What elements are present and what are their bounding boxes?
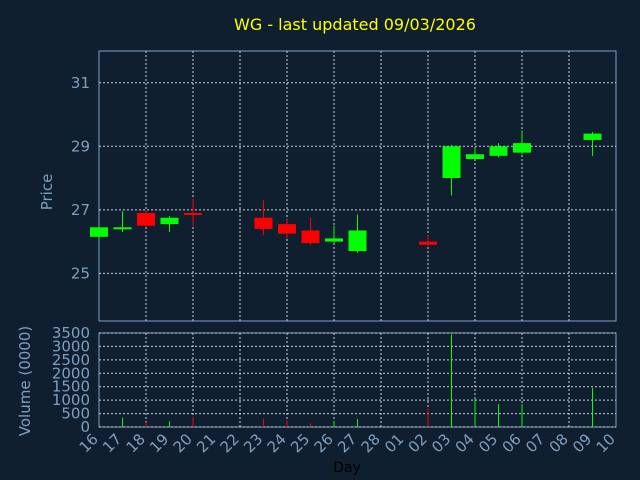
chart-title: WG - last updated 09/03/2026 xyxy=(234,15,476,34)
candle-body xyxy=(254,217,273,229)
price-panel xyxy=(98,50,617,322)
day-tick-label: 19 xyxy=(146,430,172,456)
candles xyxy=(90,130,602,253)
day-tick-label: 24 xyxy=(264,430,290,456)
volume-tick-label: 1000 xyxy=(52,391,90,409)
candle-body xyxy=(489,146,508,156)
day-tick-label: 22 xyxy=(217,430,243,456)
day-tick-label: 02 xyxy=(405,430,431,456)
day-tick-label: 09 xyxy=(569,430,595,456)
price-tick-label: 25 xyxy=(71,264,90,282)
volume-tick-label: 0 xyxy=(80,418,90,436)
day-tick-label: 20 xyxy=(170,430,196,456)
price-tick-labels: 25 27 29 31 xyxy=(71,74,90,283)
volume-bars xyxy=(122,334,593,427)
day-tick-label: 23 xyxy=(240,430,266,456)
price-tick-label: 29 xyxy=(71,137,90,155)
day-tick-label: 28 xyxy=(358,430,384,456)
day-tick-label: 06 xyxy=(499,430,525,456)
day-tick-label: 03 xyxy=(428,430,454,456)
candle-body xyxy=(90,227,108,237)
day-tick-label: 04 xyxy=(452,430,478,456)
volume-tick-label: 3500 xyxy=(52,324,90,342)
day-tick-label: 26 xyxy=(311,430,337,456)
day-tick-label: 18 xyxy=(123,430,149,456)
price-axis-label: Price xyxy=(38,174,56,211)
candle-body xyxy=(419,241,437,245)
price-tick-label: 31 xyxy=(71,74,90,92)
volume-panel xyxy=(98,332,617,428)
candle-body xyxy=(184,213,202,215)
day-tick-label: 10 xyxy=(593,430,619,456)
volume-axis-label: Volume (0000) xyxy=(16,326,34,436)
price-tick-label: 27 xyxy=(71,201,90,219)
volume-tick-label: 1500 xyxy=(52,378,90,396)
candle-body xyxy=(325,238,343,242)
candle-body xyxy=(137,213,155,226)
volume-tick-label: 500 xyxy=(61,405,90,423)
day-tick-label: 01 xyxy=(381,430,407,456)
x-grid xyxy=(145,51,570,427)
x-axis-label: Day xyxy=(333,460,361,476)
candle-body xyxy=(513,143,531,153)
candle-body xyxy=(278,224,296,234)
day-tick-label: 17 xyxy=(99,430,125,456)
candle-body xyxy=(113,227,132,230)
day-tick-label: 21 xyxy=(193,430,219,456)
day-tick-labels: 1617181920212223242526272801020304050607… xyxy=(76,430,619,456)
candle-body xyxy=(442,146,461,179)
volume-tick-label: 3000 xyxy=(52,337,90,355)
candle-body xyxy=(466,154,484,159)
candle-body xyxy=(348,230,367,252)
day-tick-label: 05 xyxy=(475,430,501,456)
volume-tick-label: 2500 xyxy=(52,351,90,369)
day-tick-label: 27 xyxy=(334,430,360,456)
candle-body xyxy=(301,230,320,244)
candle-body xyxy=(583,133,602,140)
volume-tick-label: 2000 xyxy=(52,364,90,382)
day-tick-label: 07 xyxy=(522,430,548,456)
candle-body xyxy=(160,217,179,225)
day-tick-label: 25 xyxy=(287,430,313,456)
day-tick-label: 08 xyxy=(546,430,572,456)
